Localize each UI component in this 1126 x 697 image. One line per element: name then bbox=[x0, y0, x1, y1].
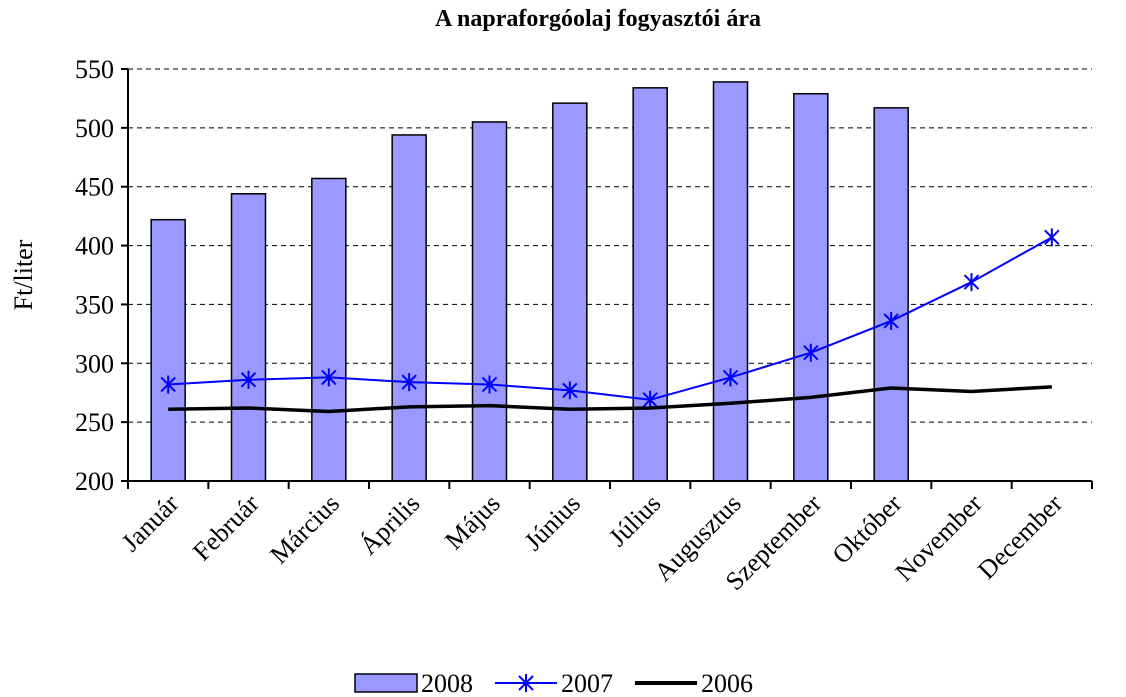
bar bbox=[552, 102, 588, 482]
bar bbox=[793, 92, 829, 482]
marker bbox=[321, 368, 337, 387]
y-tick-label: 500 bbox=[75, 114, 114, 143]
marker bbox=[481, 375, 498, 394]
chart-title: A napraforgóolaj fogyasztói ára bbox=[435, 6, 761, 32]
y-tick-label: 550 bbox=[75, 55, 114, 84]
bar bbox=[230, 193, 267, 482]
bar bbox=[391, 134, 427, 482]
bar bbox=[471, 121, 508, 482]
y-axis-label: Ft/liter bbox=[9, 239, 38, 310]
bar bbox=[873, 107, 909, 482]
marker bbox=[401, 373, 417, 392]
y-tick-label: 450 bbox=[75, 173, 114, 202]
y-tick-label: 200 bbox=[75, 467, 114, 496]
marker bbox=[963, 273, 980, 292]
marker bbox=[160, 375, 176, 394]
marker bbox=[803, 343, 819, 362]
legend-label: 2008 bbox=[421, 669, 473, 697]
y-tick-label: 250 bbox=[75, 408, 114, 437]
marker bbox=[642, 390, 658, 409]
x-tick-label: Június bbox=[519, 489, 587, 557]
marker bbox=[562, 381, 578, 400]
x-tick-label: Április bbox=[354, 489, 426, 561]
marker bbox=[240, 370, 257, 389]
x-tick-label: Március bbox=[264, 489, 345, 570]
y-tick-label: 400 bbox=[75, 232, 114, 261]
legend-marker bbox=[518, 674, 534, 692]
x-tick-label: Július bbox=[603, 489, 666, 552]
x-tick-label: Május bbox=[439, 489, 505, 555]
legend-swatch bbox=[354, 673, 418, 693]
line bbox=[168, 236, 1053, 401]
x-tick-label: Február bbox=[187, 488, 265, 566]
marker bbox=[722, 368, 739, 387]
marker bbox=[1044, 228, 1060, 247]
bar bbox=[150, 218, 186, 482]
line bbox=[168, 385, 1052, 414]
x-tick-label: November bbox=[890, 489, 988, 587]
bar bbox=[632, 87, 668, 482]
legend-label: 2006 bbox=[701, 669, 753, 697]
y-tick-label: 350 bbox=[75, 290, 114, 319]
y-tick-label: 300 bbox=[75, 349, 114, 378]
x-tick-label: Január bbox=[116, 488, 185, 557]
x-tick-label: Október bbox=[827, 488, 908, 569]
marker bbox=[883, 311, 899, 330]
bar bbox=[712, 81, 749, 482]
x-tick-label: December bbox=[972, 489, 1068, 585]
bar bbox=[311, 177, 347, 482]
legend-label: 2007 bbox=[561, 669, 613, 697]
